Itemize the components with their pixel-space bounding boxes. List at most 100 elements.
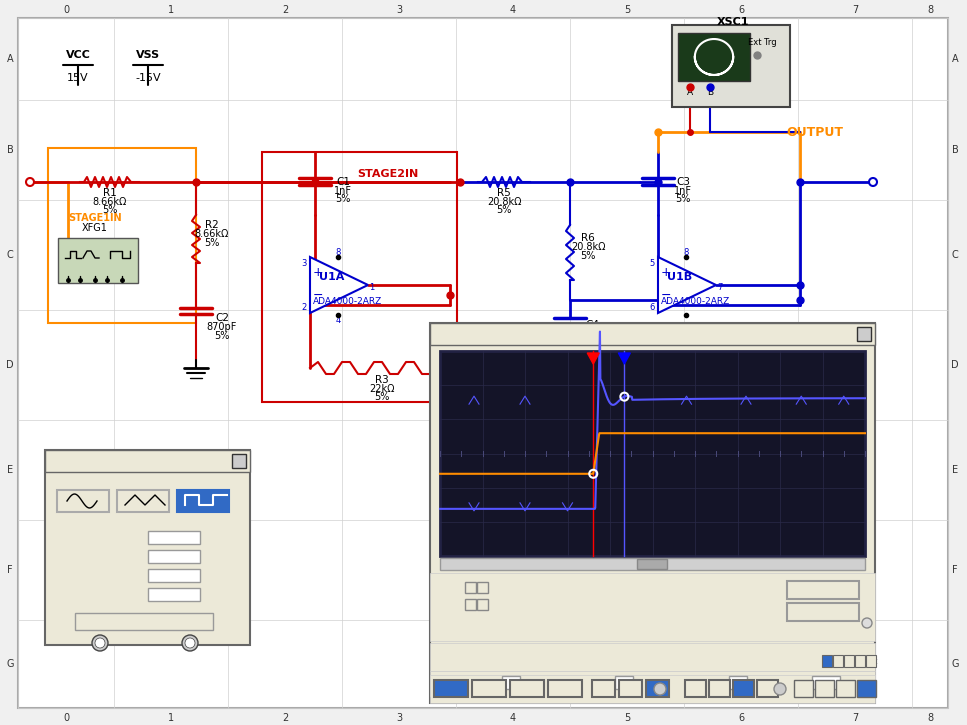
Bar: [857, 680, 876, 697]
Text: 5%: 5%: [675, 194, 690, 204]
Text: 800.000 mV: 800.000 mV: [670, 600, 729, 610]
Text: 4: 4: [510, 5, 516, 15]
Text: Channel_A: Channel_A: [580, 573, 631, 584]
Text: STAGE1IN: STAGE1IN: [69, 213, 122, 223]
Text: Signal options: Signal options: [66, 520, 144, 530]
Bar: [678, 33, 750, 81]
Bar: [465, 582, 476, 593]
Text: %: %: [210, 552, 220, 562]
Text: T1: T1: [450, 583, 462, 593]
Text: AC: AC: [689, 683, 702, 693]
Bar: [836, 680, 855, 697]
Text: 10.009 ms: 10.009 ms: [505, 583, 556, 593]
Polygon shape: [310, 257, 368, 313]
Text: Oscilloscope-XSC1: Oscilloscope-XSC1: [562, 328, 683, 341]
Text: 50: 50: [168, 552, 182, 562]
Text: B: B: [707, 88, 713, 96]
Text: X pos.(Div):: X pos.(Div):: [438, 679, 495, 689]
Text: 2: 2: [281, 5, 288, 15]
Text: 3: 3: [302, 259, 307, 268]
Text: T2: T2: [450, 600, 462, 610]
Bar: [733, 680, 754, 697]
Text: Ext. trigger: Ext. trigger: [804, 618, 855, 628]
Circle shape: [862, 618, 872, 628]
Text: 5%: 5%: [496, 205, 512, 215]
Text: Single: Single: [791, 684, 815, 692]
Text: A: A: [687, 88, 693, 96]
Text: F: F: [952, 565, 957, 575]
Text: 4: 4: [336, 315, 340, 325]
Text: R5: R5: [497, 188, 511, 198]
Text: G: G: [952, 659, 958, 669]
Text: >: >: [479, 600, 485, 610]
Text: VCC: VCC: [66, 50, 91, 60]
Text: +: +: [312, 265, 323, 278]
Bar: [548, 680, 582, 697]
Bar: [615, 676, 633, 689]
Text: Y pos.(Div):: Y pos.(Div):: [662, 679, 718, 689]
Text: ADA4000-2ARZ: ADA4000-2ARZ: [661, 297, 731, 305]
Text: B: B: [858, 657, 863, 666]
Text: C4: C4: [585, 320, 599, 330]
Text: U1B: U1B: [667, 272, 692, 282]
Text: 7: 7: [852, 713, 858, 723]
Text: Frequency:: Frequency:: [53, 533, 109, 543]
Text: Common: Common: [122, 629, 168, 639]
Text: V: V: [850, 679, 857, 689]
Circle shape: [869, 178, 877, 186]
Text: Reverse: Reverse: [802, 585, 844, 595]
Text: F: F: [7, 565, 13, 575]
Text: +: +: [660, 265, 671, 278]
Text: U1A: U1A: [319, 272, 344, 282]
Text: 5%: 5%: [204, 238, 220, 248]
Text: 2: 2: [281, 713, 288, 723]
Bar: [430, 643, 875, 671]
Text: C3: C3: [676, 177, 690, 187]
Text: AC: AC: [597, 683, 609, 693]
Bar: [729, 676, 747, 689]
Text: 0: 0: [627, 683, 633, 693]
Bar: [58, 238, 138, 283]
Bar: [812, 676, 840, 689]
Bar: [637, 559, 667, 569]
Bar: [672, 25, 790, 107]
Bar: [866, 655, 876, 667]
Text: 5%: 5%: [580, 251, 596, 261]
Text: 7: 7: [852, 5, 858, 15]
Bar: [646, 680, 669, 697]
Text: 1.000 V: 1.000 V: [580, 583, 617, 593]
Text: −: −: [312, 289, 323, 302]
Bar: [685, 680, 706, 697]
Text: Function Generator-XFG1: Function Generator-XFG1: [59, 456, 207, 466]
Bar: [844, 655, 854, 667]
Bar: [148, 569, 200, 582]
Text: 500 mV/Div: 500 mV/Div: [578, 657, 635, 667]
Text: 3: 3: [396, 713, 402, 723]
Text: -: -: [765, 683, 769, 693]
Text: D: D: [6, 360, 14, 370]
Text: Scale:: Scale:: [442, 657, 472, 667]
Text: Ext Trg: Ext Trg: [747, 38, 777, 46]
Text: x: x: [862, 329, 866, 339]
Text: 0: 0: [823, 678, 829, 688]
Text: 5%: 5%: [374, 392, 390, 402]
Text: x: x: [236, 456, 242, 466]
Text: E: E: [952, 465, 958, 475]
Text: 140nF: 140nF: [577, 329, 607, 339]
Bar: [472, 680, 506, 697]
Text: Scale:: Scale:: [655, 657, 685, 667]
Text: 500 mV/Div: 500 mV/Div: [695, 657, 752, 667]
Text: 22kΩ: 22kΩ: [369, 384, 395, 394]
Circle shape: [95, 638, 105, 648]
Text: 6: 6: [738, 713, 744, 723]
Text: 8: 8: [927, 713, 933, 723]
Text: f: f: [826, 657, 829, 666]
Bar: [510, 680, 544, 697]
Text: >: >: [479, 584, 485, 592]
Text: 7: 7: [718, 283, 722, 291]
Text: VSS: VSS: [136, 50, 161, 60]
Text: Level:: Level:: [785, 679, 814, 689]
Text: E: E: [7, 465, 14, 475]
Text: 1: 1: [172, 533, 178, 543]
Text: 1: 1: [172, 571, 178, 581]
